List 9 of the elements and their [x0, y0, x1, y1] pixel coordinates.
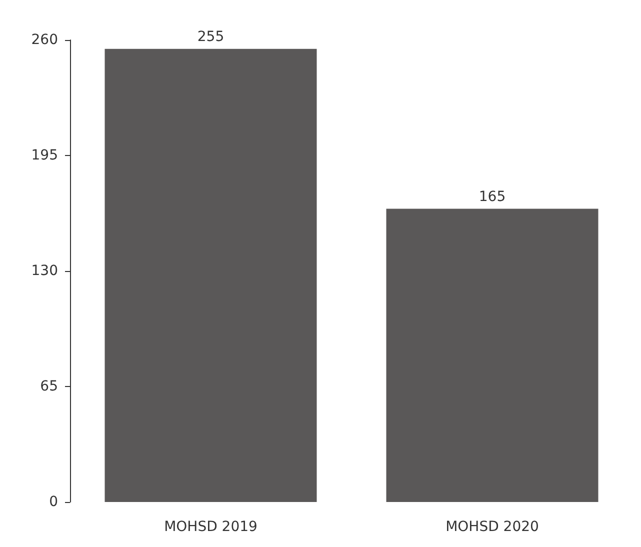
y-tick-label: 0	[49, 494, 58, 510]
data-label: 165	[478, 188, 506, 205]
y-tick-label: 260	[31, 32, 58, 48]
x-tick-label: MOHSD 2020	[446, 519, 539, 535]
x-tick-label: MOHSD 2019	[164, 519, 258, 535]
data-label: 255	[197, 28, 224, 45]
y-tick-label: 195	[31, 148, 58, 164]
y-tick-label: 65	[40, 378, 58, 394]
y-tick-label: 130	[31, 263, 58, 279]
